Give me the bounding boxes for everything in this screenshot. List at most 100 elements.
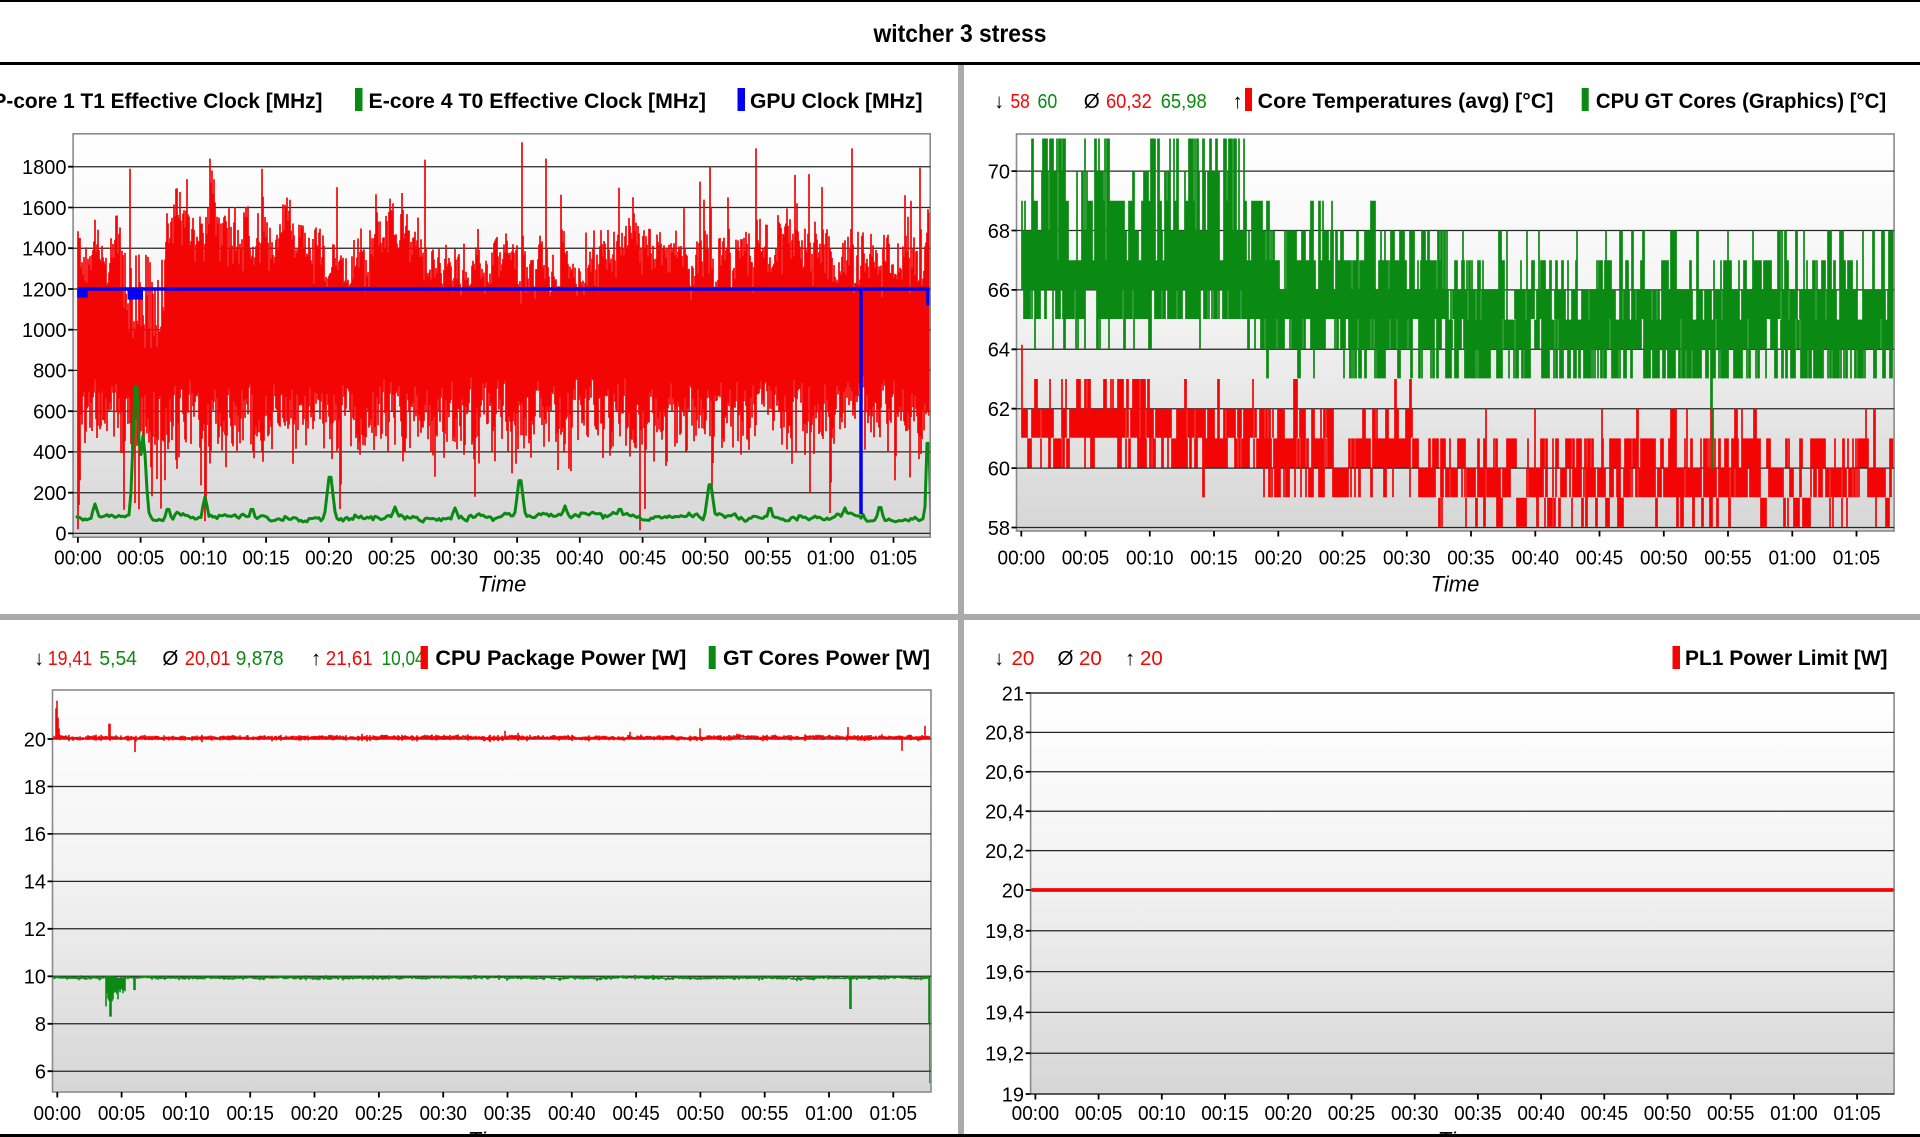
svg-text:20,8: 20,8 — [985, 723, 1024, 745]
svg-text:Ø: Ø — [1058, 647, 1074, 670]
svg-text:01:05: 01:05 — [1833, 1103, 1881, 1125]
svg-text:00:20: 00:20 — [1264, 1103, 1312, 1125]
svg-text:P-core 1 T1 Effective Clock [M: P-core 1 T1 Effective Clock [MHz] — [0, 90, 323, 113]
svg-text:00:45: 00:45 — [619, 548, 667, 570]
svg-text:66: 66 — [988, 280, 1010, 302]
svg-text:1600: 1600 — [22, 198, 67, 220]
svg-text:↓: ↓ — [994, 647, 1004, 670]
svg-text:68: 68 — [988, 221, 1010, 243]
svg-text:00:25: 00:25 — [1328, 1103, 1376, 1125]
svg-text:GT Cores Power [W]: GT Cores Power [W] — [723, 647, 930, 670]
svg-text:9,878: 9,878 — [236, 647, 284, 670]
svg-text:00:00: 00:00 — [998, 548, 1046, 570]
svg-text:00:45: 00:45 — [612, 1103, 660, 1125]
svg-text:↑: ↑ — [1125, 647, 1135, 670]
svg-text:↓: ↓ — [34, 647, 44, 670]
svg-text:60,32: 60,32 — [1106, 90, 1152, 113]
svg-text:Ø: Ø — [1084, 90, 1100, 113]
svg-text:01:05: 01:05 — [870, 548, 918, 570]
svg-text:60: 60 — [988, 458, 1010, 480]
svg-text:00:35: 00:35 — [1454, 1103, 1502, 1125]
svg-text:PL1 Power Limit [W]: PL1 Power Limit [W] — [1685, 647, 1888, 670]
svg-text:00:30: 00:30 — [1383, 548, 1431, 570]
svg-text:00:55: 00:55 — [1704, 548, 1752, 570]
svg-text:21,61: 21,61 — [326, 647, 373, 670]
svg-text:800: 800 — [33, 361, 66, 383]
svg-text:20,4: 20,4 — [985, 802, 1024, 824]
svg-text:00:25: 00:25 — [355, 1103, 403, 1125]
svg-text:1200: 1200 — [22, 279, 67, 301]
svg-text:00:00: 00:00 — [1012, 1103, 1060, 1125]
svg-text:00:25: 00:25 — [368, 548, 416, 570]
svg-text:19,2: 19,2 — [985, 1044, 1024, 1066]
svg-text:↓: ↓ — [994, 90, 1004, 113]
svg-text:19,8: 19,8 — [985, 921, 1024, 943]
svg-text:00:35: 00:35 — [493, 548, 541, 570]
svg-text:5,54: 5,54 — [99, 647, 136, 670]
svg-text:14: 14 — [24, 872, 46, 894]
svg-text:00:55: 00:55 — [741, 1103, 789, 1125]
svg-text:00:30: 00:30 — [431, 548, 479, 570]
svg-text:58: 58 — [988, 518, 1010, 540]
svg-text:E-core 4 T0 Effective Clock [M: E-core 4 T0 Effective Clock [MHz] — [369, 90, 707, 113]
svg-text:Time: Time — [468, 1128, 517, 1137]
svg-text:0: 0 — [55, 524, 66, 546]
svg-text:00:40: 00:40 — [548, 1103, 596, 1125]
svg-text:00:50: 00:50 — [682, 548, 730, 570]
svg-text:20,6: 20,6 — [985, 762, 1024, 784]
svg-text:00:10: 00:10 — [1138, 1103, 1186, 1125]
svg-text:01:05: 01:05 — [870, 1103, 918, 1125]
svg-text:00:25: 00:25 — [1319, 548, 1367, 570]
svg-text:00:10: 00:10 — [1126, 548, 1174, 570]
svg-text:Time: Time — [1438, 1128, 1487, 1137]
svg-text:10: 10 — [24, 967, 46, 989]
svg-text:19,4: 19,4 — [985, 1003, 1024, 1025]
svg-text:20,2: 20,2 — [985, 841, 1024, 863]
svg-text:00:45: 00:45 — [1576, 548, 1624, 570]
svg-text:64: 64 — [988, 340, 1010, 362]
svg-text:GPU Clock [MHz]: GPU Clock [MHz] — [750, 90, 923, 113]
svg-text:00:50: 00:50 — [1644, 1103, 1692, 1125]
svg-text:00:35: 00:35 — [1447, 548, 1495, 570]
svg-text:18: 18 — [24, 777, 46, 799]
svg-text:62: 62 — [988, 399, 1010, 421]
svg-text:01:00: 01:00 — [807, 548, 855, 570]
svg-text:00:35: 00:35 — [484, 1103, 532, 1125]
svg-text:00:20: 00:20 — [1255, 548, 1303, 570]
svg-text:00:30: 00:30 — [419, 1103, 467, 1125]
svg-text:20,01: 20,01 — [185, 647, 231, 670]
svg-text:00:20: 00:20 — [291, 1103, 339, 1125]
svg-text:400: 400 — [33, 442, 66, 464]
svg-text:8: 8 — [35, 1014, 46, 1036]
svg-text:70: 70 — [988, 161, 1010, 183]
svg-text:00:50: 00:50 — [1640, 548, 1688, 570]
svg-text:00:05: 00:05 — [1075, 1103, 1123, 1125]
svg-text:00:00: 00:00 — [54, 548, 102, 570]
svg-text:01:00: 01:00 — [805, 1103, 853, 1125]
svg-text:58: 58 — [1011, 90, 1030, 113]
svg-text:00:15: 00:15 — [1190, 548, 1238, 570]
svg-text:20: 20 — [24, 729, 46, 751]
svg-text:6: 6 — [35, 1062, 46, 1084]
svg-text:00:20: 00:20 — [305, 548, 353, 570]
svg-text:00:15: 00:15 — [226, 1103, 274, 1125]
svg-text:00:55: 00:55 — [744, 548, 792, 570]
svg-text:20: 20 — [1079, 647, 1102, 670]
svg-text:00:10: 00:10 — [162, 1103, 210, 1125]
svg-text:01:00: 01:00 — [1770, 1103, 1818, 1125]
svg-text:↑: ↑ — [311, 647, 321, 670]
svg-text:19,41: 19,41 — [48, 647, 92, 670]
svg-text:00:05: 00:05 — [1062, 548, 1110, 570]
svg-text:01:05: 01:05 — [1833, 548, 1881, 570]
svg-text:1800: 1800 — [22, 157, 67, 179]
svg-text:↑: ↑ — [1233, 90, 1243, 113]
svg-text:19: 19 — [1002, 1084, 1024, 1106]
svg-text:00:40: 00:40 — [556, 548, 604, 570]
svg-text:00:50: 00:50 — [677, 1103, 725, 1125]
svg-text:00:05: 00:05 — [98, 1103, 146, 1125]
svg-text:witcher 3 stress: witcher 3 stress — [873, 20, 1047, 48]
svg-text:00:40: 00:40 — [1517, 1103, 1565, 1125]
svg-text:00:40: 00:40 — [1512, 548, 1560, 570]
svg-text:00:00: 00:00 — [34, 1103, 82, 1125]
svg-text:1000: 1000 — [22, 320, 67, 342]
